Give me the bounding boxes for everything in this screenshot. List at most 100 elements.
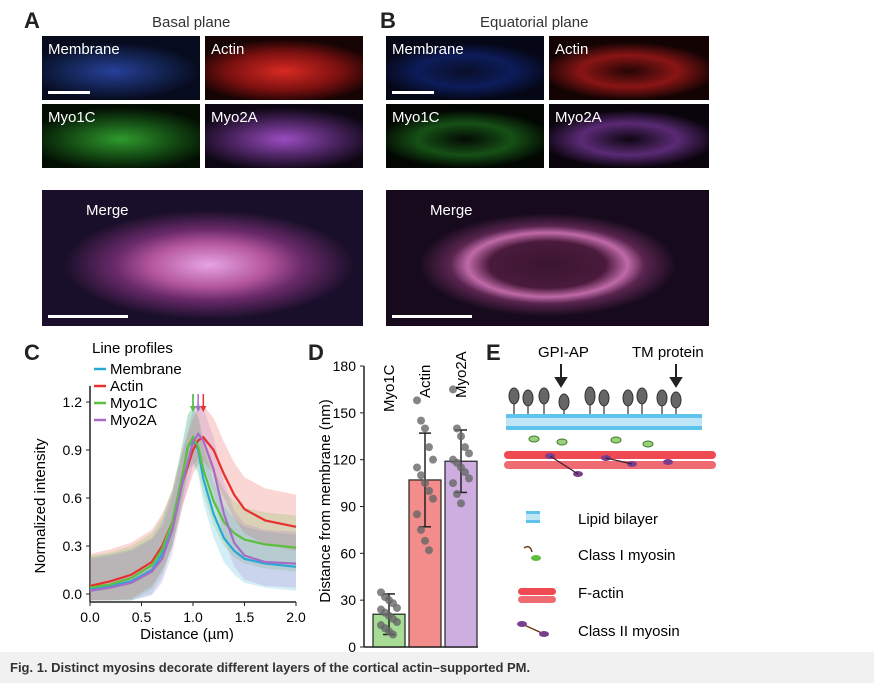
panel-a-merge-image: Merge [42, 190, 363, 326]
data-point [453, 490, 461, 499]
gpi-ap-label: GPI-AP [538, 344, 589, 361]
peak-arrowhead-icon [190, 406, 196, 412]
data-point [465, 474, 473, 483]
cortex-schematic: GPI-AP TM protein [504, 344, 716, 640]
x-axis-label: Distance (µm) [140, 626, 234, 643]
image-label: Myo2A [211, 109, 258, 126]
series-line-myo1c [89, 434, 297, 589]
figure-caption-bar: Fig. 1. Distinct myosins decorate differ… [0, 652, 874, 683]
down-arrow-icon [554, 364, 568, 388]
x-tick-label: 1.5 [235, 609, 255, 625]
data-point [449, 385, 457, 394]
image-label: Actin [211, 41, 245, 58]
data-point [417, 525, 425, 534]
data-point [413, 463, 421, 472]
data-point [465, 449, 473, 458]
figure-caption: Fig. 1. Distinct myosins decorate differ… [10, 660, 531, 675]
y-axis-label: Distance from membrane (nm) [317, 399, 334, 602]
image-label: Actin [555, 41, 589, 58]
data-point [457, 499, 465, 508]
panel-b-myo2a-image: Myo2A [549, 104, 709, 168]
category-label-myo2a: Myo2A [453, 351, 470, 398]
data-point [453, 424, 461, 433]
image-label: Myo1C [392, 109, 440, 126]
series-line-actin [89, 435, 297, 588]
y-tick-label: 0 [348, 639, 356, 652]
panel-c-letter: C [24, 340, 40, 365]
image-label: Membrane [392, 41, 464, 58]
data-point [457, 432, 465, 441]
image-label: Merge [86, 202, 129, 219]
peak-arrowhead-icon [200, 406, 207, 412]
legend-class-i-myosin-icon [523, 545, 541, 561]
legend-label: Membrane [110, 361, 182, 378]
error-band-myo2a [90, 402, 296, 601]
panel-d-letter: D [308, 340, 324, 365]
y-tick-label: 90 [340, 499, 356, 515]
data-point [461, 468, 469, 477]
data-point [425, 443, 433, 452]
y-axis-label: Normalized intensity [32, 438, 49, 574]
tm-protein-label: TM protein [632, 344, 704, 361]
data-point [393, 618, 401, 627]
panel-b-myo1c-image: Myo1C [386, 104, 544, 168]
line-profile-chart: Normalized intensity Distance (µm) Line … [32, 340, 306, 643]
data-point [425, 486, 433, 495]
y-tick-label: 30 [340, 592, 356, 608]
series-line-myo2a [89, 432, 297, 592]
error-band-membrane [90, 408, 296, 601]
error-band-actin [90, 405, 296, 601]
data-point [389, 630, 397, 639]
legend-f-actin-label: F-actin [578, 585, 624, 602]
scale-bar [48, 315, 128, 318]
panel-a-myo2a-image: Myo2A [205, 104, 363, 168]
y-tick-label: 1.2 [63, 394, 83, 410]
y-tick-label: 180 [333, 358, 357, 374]
panel-b-merge-image: Merge [386, 190, 709, 326]
panel-b-letter: B [380, 8, 396, 33]
legend-label: Myo1C [110, 395, 158, 412]
legend-lipid-bilayer-icon [526, 511, 540, 523]
data-point [429, 494, 437, 503]
legend-lipid-bilayer-label: Lipid bilayer [578, 511, 658, 528]
error-band-myo1c [90, 405, 296, 601]
image-label: Merge [430, 202, 473, 219]
legend-title: Line profiles [92, 340, 173, 357]
scale-bar [392, 91, 434, 94]
class-i-myosin-icon [528, 435, 654, 448]
legend-f-actin-icon [518, 588, 556, 603]
data-point [393, 603, 401, 612]
scale-bar [48, 91, 90, 94]
y-tick-label: 0.0 [63, 586, 83, 602]
x-tick-label: 0.5 [132, 609, 152, 625]
image-label: Membrane [48, 41, 120, 58]
y-tick-label: 0.6 [63, 490, 83, 506]
panel-a-actin-image: Actin [205, 36, 363, 100]
legend-label: Actin [110, 378, 143, 395]
down-arrow-icon [669, 364, 683, 388]
y-tick-label: 150 [333, 405, 357, 421]
y-tick-label: 60 [340, 545, 356, 561]
panel-e-letter: E [486, 340, 501, 365]
legend-label: Myo2A [110, 412, 157, 429]
data-point [421, 536, 429, 545]
membrane-protein-icon [508, 386, 682, 411]
category-label-actin: Actin [417, 365, 434, 398]
x-tick-label: 1.0 [183, 609, 203, 625]
data-point [413, 396, 421, 405]
y-tick-label: 120 [333, 452, 357, 468]
image-label: Myo1C [48, 109, 96, 126]
scale-bar [392, 315, 472, 318]
lipid-bilayer-icon [506, 414, 702, 430]
panel-a-title: Basal plane [152, 14, 231, 31]
f-actin-icon [504, 451, 716, 469]
data-point [461, 443, 469, 452]
distance-bar-chart: Distance from membrane (nm) 0 30 60 90 120 15… [317, 351, 478, 652]
panel-b-actin-image: Actin [549, 36, 709, 100]
peak-arrowhead-icon [195, 406, 202, 412]
panel-b-title: Equatorial plane [480, 14, 589, 31]
data-point [429, 455, 437, 464]
data-point [417, 471, 425, 480]
x-tick-label: 0.0 [80, 609, 100, 625]
data-point [413, 510, 421, 519]
